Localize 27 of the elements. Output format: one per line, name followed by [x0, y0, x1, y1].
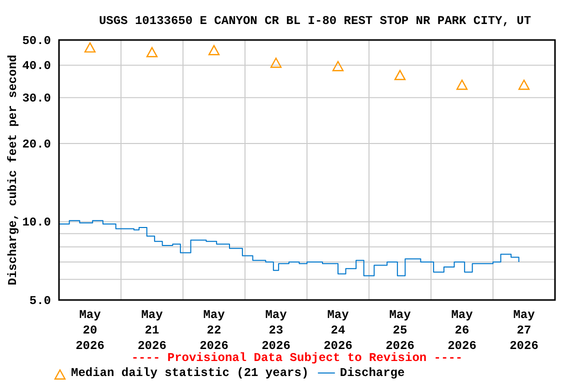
point [84, 42, 96, 53]
point [270, 58, 282, 68]
x-tick-label: May 21 2026 [138, 308, 166, 353]
point [208, 45, 220, 56]
x-tick-label: May 24 2026 [324, 308, 352, 353]
x-tick-label: May 23 2026 [262, 308, 290, 353]
y-axis-title: Discharge, cubic feet per second [6, 54, 20, 286]
x-tick-label: May 22 2026 [200, 308, 228, 353]
x-tick-label: May 20 2026 [76, 308, 104, 353]
y-tick-label: 40.0 [22, 59, 51, 74]
point [332, 61, 344, 72]
x-tick-label: May 25 2026 [386, 308, 414, 353]
text: ---- Provisional Data Subject to Revision ---- [131, 351, 463, 365]
point [394, 70, 406, 80]
y-tick-label: 5.0 [29, 294, 51, 308]
y-tick-label: 30.0 [22, 92, 51, 106]
y-tick-label: 20.0 [22, 137, 51, 152]
x-tick-label: May 26 2026 [448, 308, 476, 353]
point [456, 80, 468, 90]
chart-title: USGS 10133650 E CANYON CR BL I-80 REST STOP NR PARK CITY, UT [98, 14, 532, 28]
legend-label: Median daily statistic (21 years) [71, 366, 309, 380]
x-tick-label: May 27 2026 [510, 308, 538, 353]
y-tick-label: 50.0 [22, 34, 51, 48]
point [146, 47, 158, 58]
legend-label: Discharge [340, 366, 405, 380]
point [518, 80, 530, 90]
y-tick-label: 10.0 [22, 216, 51, 230]
